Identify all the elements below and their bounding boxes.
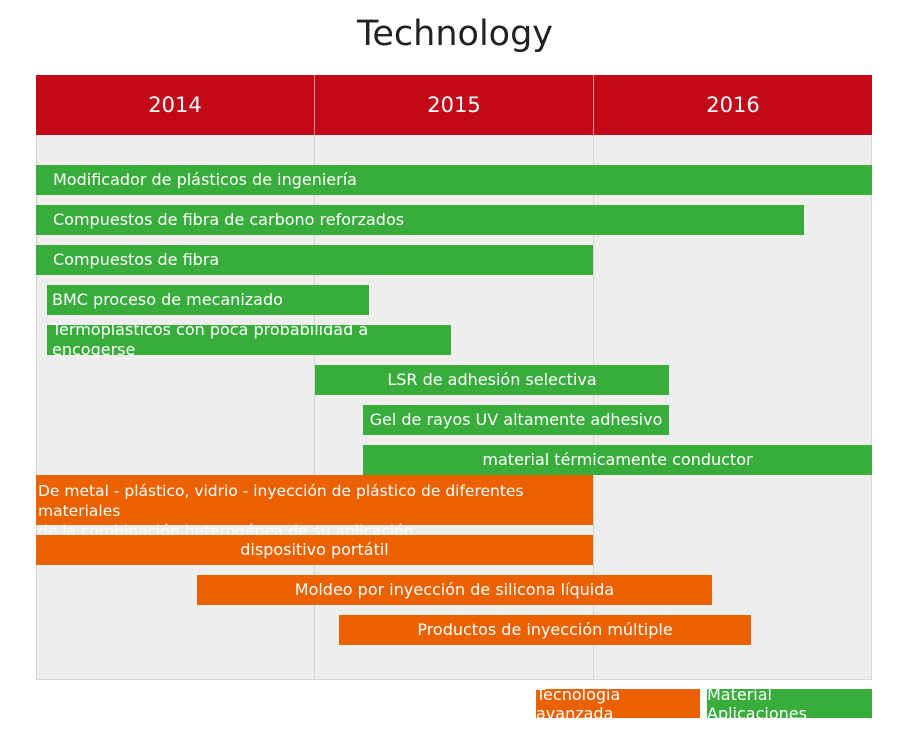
legend-technology: Tecnología avanzada (536, 685, 700, 723)
year-2015-header: 2015 (315, 75, 594, 135)
timeline-bar: Productos de inyección múltiple (339, 615, 751, 645)
timeline-bar: LSR de adhesión selectiva (315, 365, 669, 395)
timeline-bar: Modificador de plásticos de ingeniería (36, 165, 872, 195)
year-divider (314, 135, 315, 680)
timeline-bar: Termoplásticos con poca probabilidad a e… (47, 320, 451, 359)
timeline-bar: Compuestos de fibra (36, 245, 593, 275)
timeline-bar: dispositivo portátil (36, 535, 593, 565)
timeline-bar: Compuestos de fibra de carbono reforzado… (36, 205, 804, 235)
year-2016-header: 2016 (706, 93, 760, 117)
year-2014-header: 2014 (36, 75, 315, 135)
year-header: 2014 2015 2016 (36, 75, 872, 135)
page-title: Technology (356, 14, 554, 54)
timeline-bar: BMC proceso de mecanizado (47, 285, 369, 315)
timeline-bar: De metal - plástico, vidrio - inyección … (36, 475, 593, 540)
timeline-bar: Gel de rayos UV altamente adhesivo (363, 405, 669, 435)
legend-material: Material Aplicaciones (707, 685, 872, 723)
timeline-bar: Moldeo por inyección de silicona líquida (197, 575, 712, 605)
timeline-bar: material térmicamente conductor (363, 445, 872, 475)
